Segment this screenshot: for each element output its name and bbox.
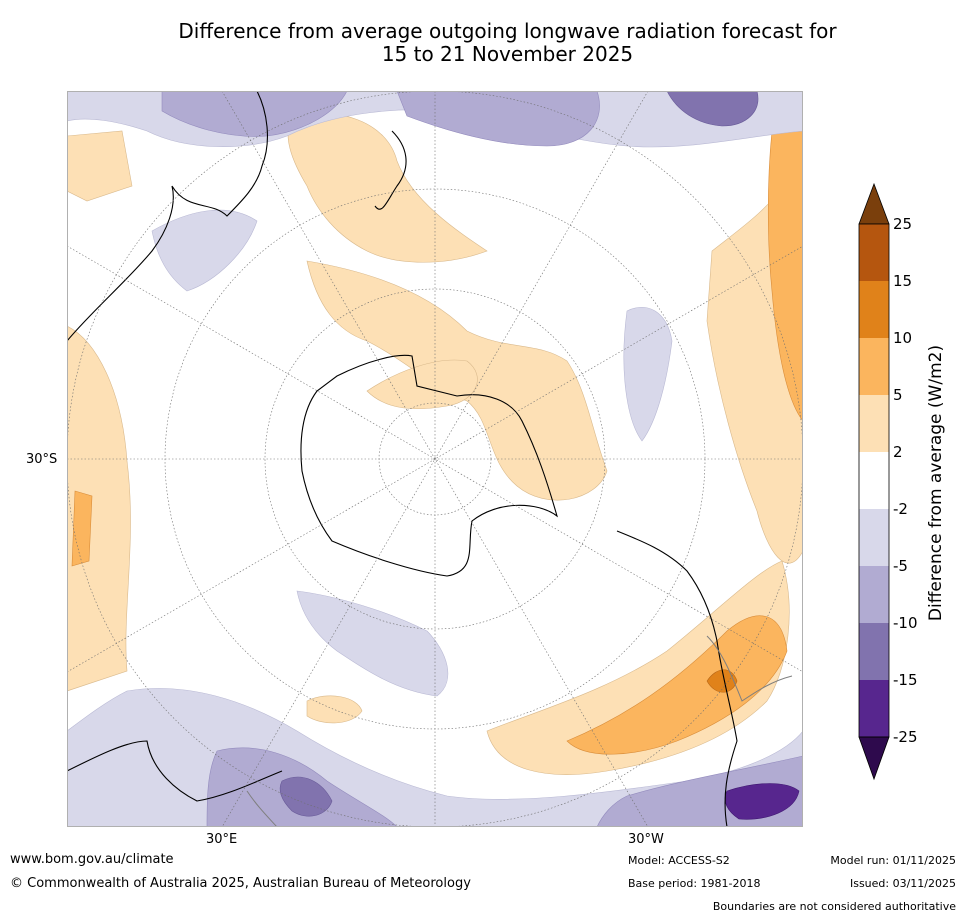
anomaly-neg-10-15-regions	[279, 91, 759, 817]
colorbar-segment-m5-m10	[859, 566, 889, 623]
south-america-coastline	[616, 530, 738, 827]
model-name: Model: ACCESS-S2	[628, 854, 730, 867]
base-period: Base period: 1981-2018	[628, 877, 761, 890]
colorbar-tick-label: -5	[893, 557, 908, 575]
africa-coastline	[67, 740, 283, 802]
colorbar-extend-bottom	[858, 736, 890, 781]
colorbar-extend-top	[858, 182, 890, 225]
title-line-1: Difference from average outgoing longwav…	[178, 19, 837, 43]
colorbar-tick-label: 2	[893, 443, 903, 461]
longitude-label-30w: 30°W	[628, 832, 664, 847]
country-boundaries	[246, 635, 793, 827]
anomaly-region-south-atlantic-strong	[724, 783, 800, 820]
colorbar-tick-label: 10	[893, 329, 913, 347]
polar-map	[67, 91, 803, 827]
map-frame	[67, 91, 803, 827]
anomaly-region-australia-strong	[71, 490, 93, 567]
anomaly-neg-15-25-regions	[724, 783, 800, 820]
anomaly-region-south-america-strong	[566, 615, 788, 755]
anomaly-region-indian-subtropics	[151, 209, 258, 292]
coastlines	[67, 91, 738, 827]
colorbar-segment-10-15	[859, 281, 889, 338]
model-run-date: Model run: 01/11/2025	[830, 854, 956, 867]
anomaly-region-indian-ocean-north	[67, 130, 133, 202]
anomaly-region-australia-west	[67, 325, 131, 692]
title-line-2: 15 to 21 November 2025	[381, 42, 634, 66]
anomaly-10-15-regions	[706, 669, 738, 693]
anomaly-region-pacific-north-mod	[396, 91, 600, 147]
colorbar-tick-label: -10	[893, 614, 918, 632]
colorbar-segment-neutral	[859, 452, 889, 509]
colorbar-tick-label: 15	[893, 272, 913, 290]
africa-boundaries	[246, 790, 278, 827]
colorbar	[858, 182, 890, 781]
colorbar-tick-label: -15	[893, 671, 918, 689]
longitude-label-30e: 30°E	[206, 832, 238, 847]
latitude-circle-60s	[264, 288, 606, 630]
anomaly-region-south-indian	[296, 590, 449, 697]
chart-title: Difference from average outgoing longwav…	[60, 20, 955, 66]
anomaly-region-east-pacific-strong	[767, 110, 803, 422]
colorbar-title: Difference from average (W/m2)	[926, 344, 946, 622]
colorbar-segment-m2-m5	[859, 509, 889, 566]
colorbar-segment-15-25	[859, 224, 889, 281]
colorbar-segment-m15-m25	[859, 680, 889, 737]
new-zealand-coastline	[374, 130, 407, 210]
colorbar-segment-5-10	[859, 338, 889, 395]
anomaly-region-south-america-10-15	[706, 669, 738, 693]
colorbar-segment-2-5	[859, 395, 889, 452]
copyright-text: © Commonwealth of Australia 2025, Austra…	[10, 876, 471, 891]
anomaly-5-10-regions	[71, 110, 803, 827]
issued-date: Issued: 03/11/2025	[849, 877, 956, 890]
south-america-boundaries	[706, 635, 793, 702]
australia-coastline	[67, 91, 268, 342]
colorbar-outline	[858, 223, 890, 738]
latitude-label-30s: 30°S	[26, 452, 58, 467]
colorbar-tick-label: -25	[893, 728, 918, 746]
colorbar-segment-m10-m15	[859, 623, 889, 680]
website-link[interactable]: www.bom.gov.au/climate	[10, 852, 174, 867]
colorbar-tick-label: 5	[893, 386, 903, 404]
boundaries-disclaimer: Boundaries are not considered authoritat…	[712, 900, 956, 913]
anomaly-region-pacific-north-strong	[666, 91, 759, 127]
anomaly-region-east-pacific-neg	[623, 306, 673, 442]
colorbar-tick-label: -2	[893, 500, 908, 518]
colorbar-tick-label: 25	[893, 215, 913, 233]
graticule	[67, 91, 803, 827]
anomaly-region-africa-neg	[279, 776, 333, 817]
anomaly-region-pacific-band	[287, 112, 488, 263]
antarctica-coastline	[300, 354, 558, 577]
anomaly-region-indian-small	[306, 695, 363, 724]
